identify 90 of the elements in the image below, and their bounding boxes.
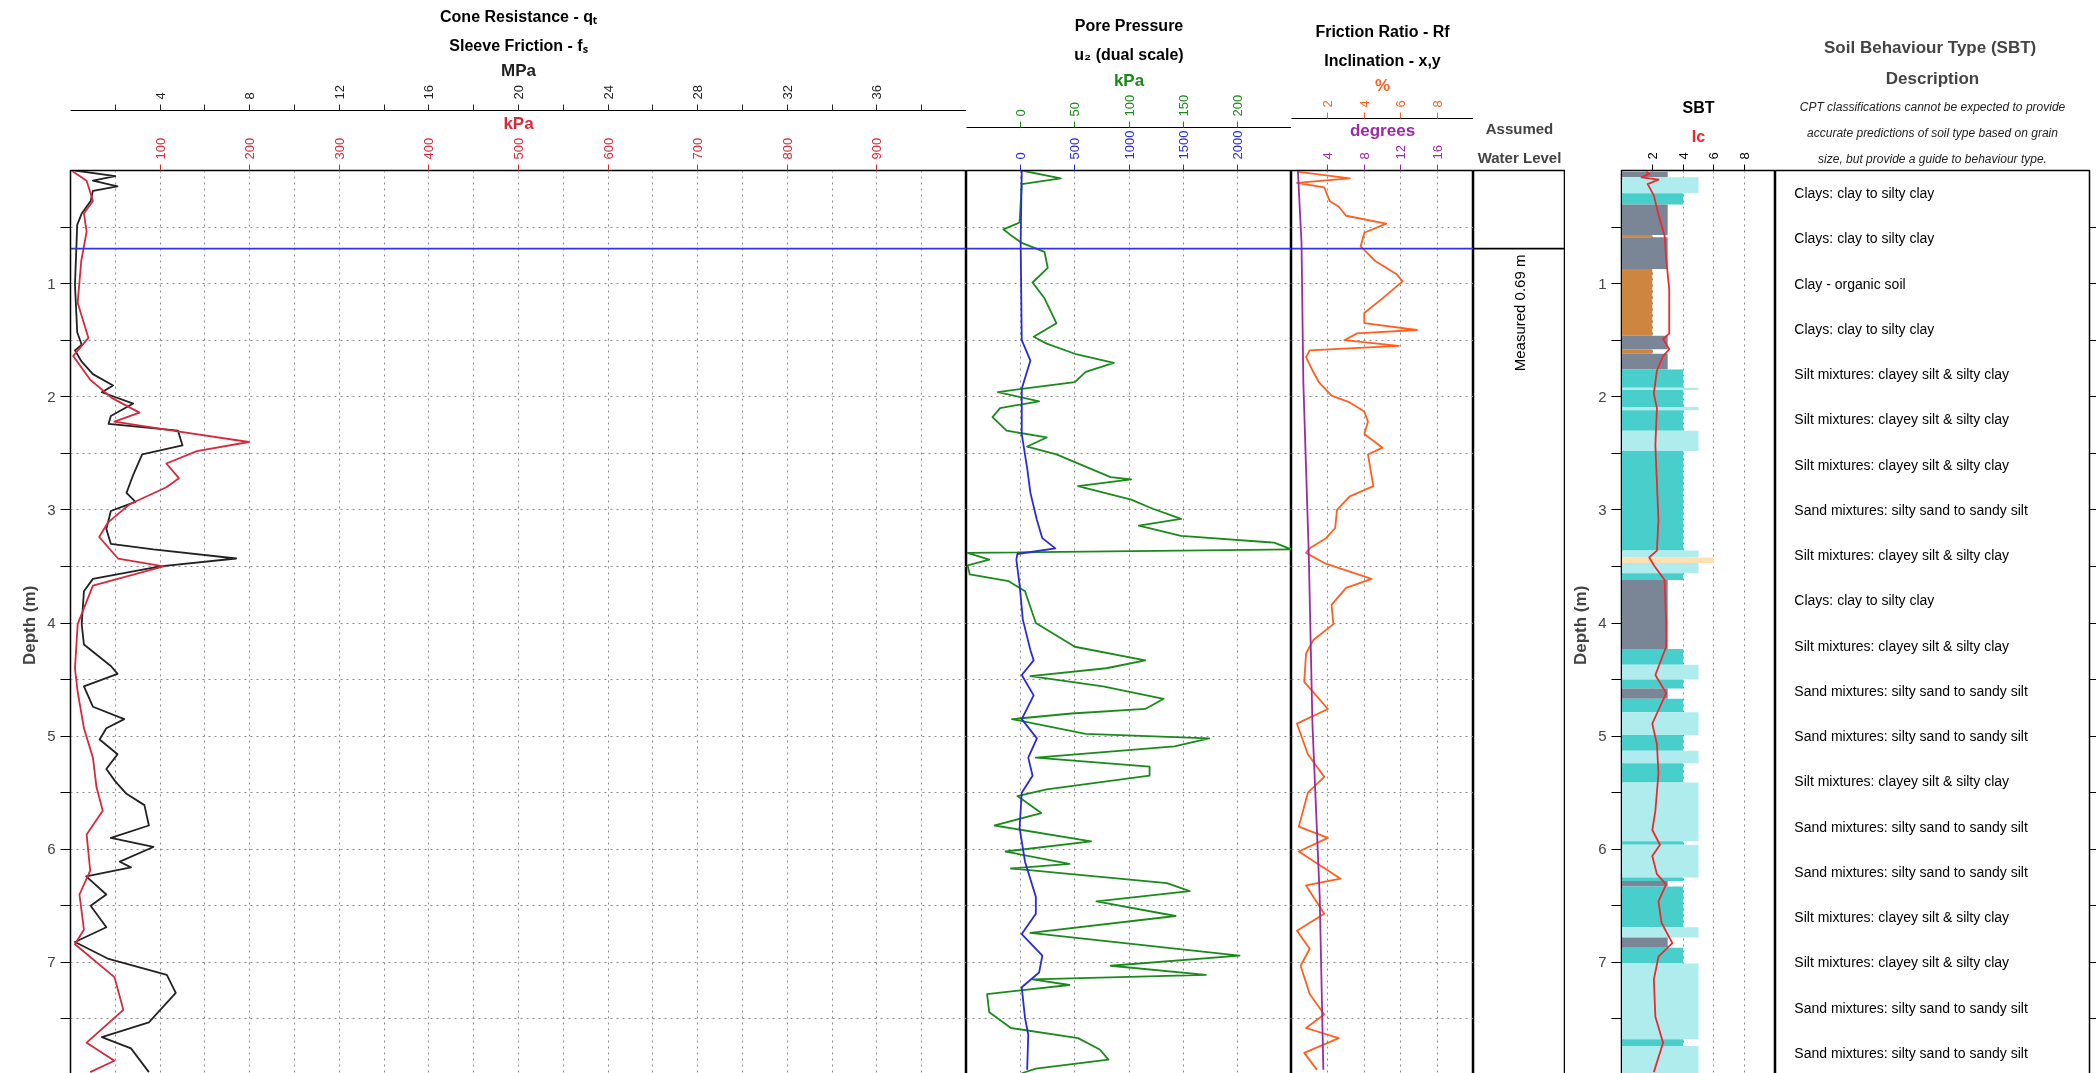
x-tick-label: 8 [1737, 152, 1753, 160]
text: Clays: clay to silty clay [1794, 185, 1935, 202]
x2-tick-label: 600 [600, 137, 616, 160]
text: Silt mixtures: clayey silt & silty clay [1794, 547, 2010, 564]
text: Silt mixtures: clayey silt & silty clay [1794, 637, 2010, 654]
x2-tick-label: 500 [511, 137, 526, 160]
text: Sand mixtures: silty sand to sandy silt [1794, 1044, 2028, 1061]
y-axis-title: Depth (m) [1571, 585, 1591, 666]
text: Water Level [1477, 148, 1562, 166]
y-tick-label: 2 [1598, 387, 1607, 405]
x-tick-label: 6 [1393, 100, 1409, 108]
y-tick-label: 5 [47, 727, 56, 745]
x2-tick-label: 500 [1067, 137, 1083, 160]
x2-tick-label: 2000 [1229, 130, 1245, 160]
text: Description [1885, 68, 1980, 88]
y-tick-label: 2 [47, 387, 56, 405]
x-tick-label: 4 [152, 92, 168, 100]
text: Silt mixtures: clayey silt & silty clay [1794, 411, 2010, 428]
x-tick-label: 4 [1356, 100, 1372, 108]
x2-tick-label: 900 [869, 137, 885, 160]
chart-title: Cone Resistance - qₜ [440, 7, 597, 25]
text: Clays: clay to silty clay [1794, 320, 1935, 337]
text: Sand mixtures: silty sand to sandy silt [1794, 501, 2028, 518]
x-tick-label: 8 [1429, 100, 1445, 108]
text: Clays: clay to silty clay [1794, 592, 1935, 609]
x-tick-label: 12 [331, 85, 347, 100]
chart-subtitle: Ic [1691, 127, 1706, 145]
chart-title: Friction Ratio - Rf [1315, 22, 1451, 40]
text: Sand mixtures: silty sand to sandy silt [1794, 863, 2028, 880]
text: Assumed [1485, 119, 1554, 137]
y-tick-label: 5 [1598, 727, 1607, 745]
x-tick-label: 200 [1229, 94, 1245, 117]
ref-line-label: Measured 0.69 m [1511, 254, 1528, 372]
x-tick-label: 32 [779, 85, 795, 100]
x2-tick-label: 1000 [1121, 130, 1137, 160]
y-tick-label: 7 [47, 953, 56, 971]
y-tick-label: 1 [47, 274, 56, 292]
text: Silt mixtures: clayey silt & silty clay [1794, 773, 2010, 790]
text: Sand mixtures: silty sand to sandy silt [1794, 682, 2028, 699]
x-tick-label: 16 [421, 85, 437, 100]
text: Sand mixtures: silty sand to sandy silt [1794, 999, 2028, 1016]
x-axis-title: MPa [501, 61, 537, 81]
y-tick-label: 3 [1598, 500, 1607, 518]
y-axis-title: Depth (m) [20, 585, 40, 666]
y-tick-label: 1 [1598, 274, 1607, 292]
text: CPT classifications cannot be expected to provide [1799, 99, 2066, 114]
x-tick-label: 36 [869, 85, 885, 100]
chart-subtitle: u₂ (dual scale) [1074, 45, 1184, 63]
y-tick-label: 3 [47, 500, 56, 518]
x2-axis-title: degrees [1349, 121, 1416, 141]
x2-axis-title: kPa [503, 113, 535, 133]
chart-title: Pore Pressure [1074, 16, 1184, 34]
x-axis-title: % [1374, 76, 1391, 96]
y-tick-label: 4 [1598, 614, 1607, 631]
x-tick-label: 2 [1644, 152, 1660, 160]
text: Silt mixtures: clayey silt & silty clay [1794, 909, 2010, 926]
x-tick-label: 4 [1675, 152, 1691, 160]
x2-tick-label: 400 [421, 137, 437, 160]
chart-title: SBT [1682, 98, 1715, 116]
text: accurate predictions of soil type based on grain [1807, 125, 2059, 140]
text: Clay - organic soil [1794, 275, 1906, 292]
x2-tick-label: 800 [779, 137, 795, 160]
y-tick-label: 6 [47, 840, 56, 858]
x2-tick-label: 300 [331, 137, 347, 160]
text: size, but provide a guide to behaviour type. [1818, 151, 2047, 166]
y-tick-label: 7 [1598, 953, 1607, 971]
x-tick-label: 50 [1067, 102, 1083, 117]
y-tick-label: 4 [47, 614, 56, 631]
text: Sand mixtures: silty sand to sandy silt [1794, 818, 2028, 835]
x2-tick-label: 1500 [1175, 130, 1191, 160]
x-tick-label: 0 [1013, 109, 1029, 117]
chart-subtitle: Inclination - x,y [1324, 51, 1441, 69]
x2-tick-label: 700 [690, 137, 706, 160]
text: Silt mixtures: clayey silt & silty clay [1794, 366, 2010, 383]
text: Silt mixtures: clayey silt & silty clay [1794, 456, 2010, 473]
x-tick-label: 24 [600, 85, 616, 100]
x-axis-title: kPa [1113, 70, 1145, 90]
x-tick-label: 28 [690, 85, 706, 100]
x-tick-label: 20 [511, 85, 526, 100]
x-tick-label: 100 [1121, 94, 1137, 117]
y-tick-label: 6 [1598, 840, 1607, 858]
text: Sand mixtures: silty sand to sandy silt [1794, 728, 2028, 745]
text: Silt mixtures: clayey silt & silty clay [1794, 954, 2010, 971]
x-tick-label: 2 [1320, 100, 1336, 108]
x-tick-label: 6 [1706, 152, 1722, 160]
x-tick-label: 8 [242, 92, 258, 100]
x-tick-label: 150 [1175, 94, 1191, 117]
text: Clays: clay to silty clay [1794, 230, 1935, 247]
chart-subtitle: Sleeve Friction - fₛ [449, 36, 588, 54]
text: Soil Behaviour Type (SBT) [1824, 37, 2037, 57]
